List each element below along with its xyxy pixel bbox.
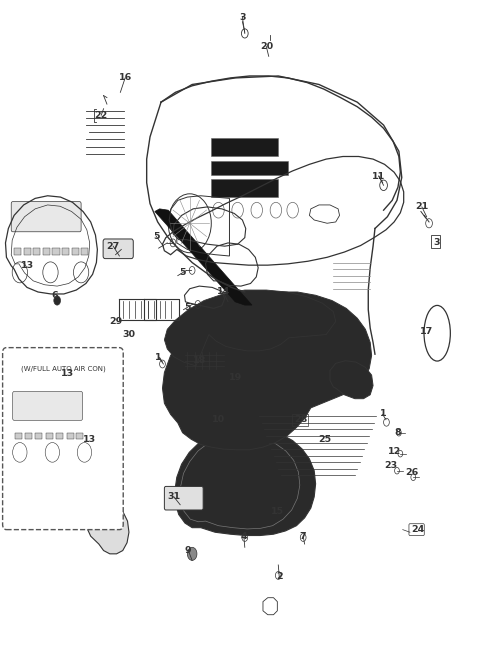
Bar: [35, 433, 42, 440]
Text: 28: 28: [295, 415, 308, 424]
Bar: [211, 161, 288, 175]
FancyBboxPatch shape: [12, 392, 83, 420]
Text: 17: 17: [420, 327, 433, 336]
Text: 7: 7: [300, 531, 307, 541]
Polygon shape: [175, 428, 316, 535]
Bar: [211, 178, 278, 197]
Text: 1: 1: [380, 409, 387, 418]
Text: 25: 25: [319, 435, 332, 443]
Text: 2: 2: [276, 572, 283, 581]
Text: 31: 31: [168, 493, 180, 501]
Text: 21: 21: [415, 203, 429, 211]
Polygon shape: [164, 290, 336, 366]
Text: 1: 1: [156, 353, 162, 362]
Bar: [15, 433, 22, 440]
Text: 6: 6: [51, 291, 58, 300]
Text: 22: 22: [95, 111, 108, 120]
Text: 3: 3: [239, 12, 246, 22]
Bar: [67, 433, 74, 440]
Text: 10: 10: [212, 415, 225, 424]
Text: 12: 12: [387, 447, 401, 455]
Bar: [46, 433, 53, 440]
Text: 14: 14: [216, 287, 230, 297]
Bar: [24, 248, 31, 255]
Text: 24: 24: [411, 525, 425, 534]
Text: 15: 15: [271, 507, 284, 516]
Polygon shape: [162, 292, 372, 450]
FancyBboxPatch shape: [103, 239, 133, 258]
Text: 5: 5: [184, 302, 191, 312]
Bar: [33, 248, 40, 255]
Bar: [432, 235, 440, 248]
Text: 20: 20: [260, 42, 273, 51]
Bar: [292, 415, 309, 426]
Circle shape: [187, 547, 197, 560]
FancyBboxPatch shape: [2, 348, 123, 529]
Text: 11: 11: [372, 172, 385, 180]
Bar: [211, 138, 278, 157]
Text: 27: 27: [107, 241, 120, 251]
Bar: [62, 248, 69, 255]
Text: 23: 23: [384, 461, 397, 470]
Bar: [72, 248, 79, 255]
Text: 18: 18: [192, 356, 206, 365]
Bar: [14, 248, 21, 255]
Text: 13: 13: [83, 435, 96, 443]
Text: (W/FULL AUTO AIR CON): (W/FULL AUTO AIR CON): [21, 366, 105, 373]
Text: 5: 5: [180, 268, 186, 277]
Bar: [56, 433, 63, 440]
Bar: [76, 433, 84, 440]
FancyBboxPatch shape: [11, 201, 81, 232]
Bar: [24, 433, 32, 440]
Bar: [52, 248, 60, 255]
Text: 3: 3: [433, 238, 440, 247]
Text: 26: 26: [406, 468, 419, 476]
Text: 9: 9: [185, 546, 192, 555]
Text: 13: 13: [21, 261, 34, 270]
Polygon shape: [330, 361, 373, 399]
Text: 13: 13: [61, 369, 74, 379]
Polygon shape: [155, 209, 252, 305]
FancyBboxPatch shape: [164, 486, 203, 510]
Bar: [81, 248, 88, 255]
Circle shape: [54, 296, 60, 305]
Text: 8: 8: [395, 428, 401, 438]
Bar: [43, 248, 50, 255]
Text: 29: 29: [109, 317, 122, 326]
Text: 30: 30: [122, 330, 135, 339]
Text: 16: 16: [119, 73, 132, 83]
Polygon shape: [85, 497, 129, 554]
Text: 5: 5: [153, 232, 159, 241]
Text: 4: 4: [240, 531, 247, 541]
Text: 19: 19: [228, 373, 242, 382]
